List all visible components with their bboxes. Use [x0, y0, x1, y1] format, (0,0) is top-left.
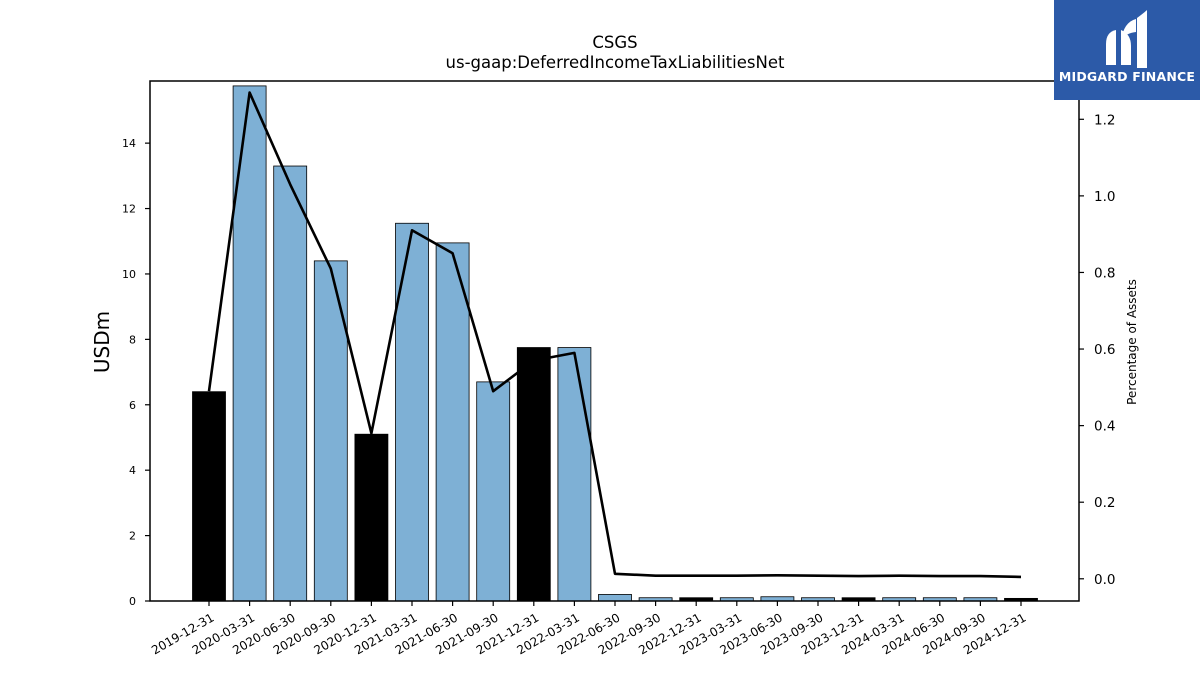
y-tick-label: 14 [122, 137, 136, 150]
y-tick-label: 8 [129, 333, 136, 346]
bar-2022-03-31 [557, 347, 592, 602]
y2-tick-label: 0.0 [1094, 572, 1115, 588]
chart-subtitle: us-gaap:DeferredIncomeTaxLiabilitiesNet [446, 53, 785, 72]
line-series [207, 91, 1022, 579]
y-tick-label: 0 [129, 595, 136, 608]
y-axis-ticks: 0 2 4 6 8 10 12 14 [122, 137, 150, 608]
y-tick-label: 12 [122, 203, 136, 216]
bar-2021-06-30 [435, 242, 470, 602]
y2-axis-ticks: 0.0 0.2 0.4 0.6 0.8 1.0 1.2 [1079, 112, 1115, 588]
chart-title: CSGS [592, 33, 637, 52]
logo-mark-icon [1106, 10, 1147, 68]
y2-tick-label: 0.8 [1094, 265, 1115, 281]
y2-tick-label: 0.6 [1094, 342, 1115, 358]
y2-tick-label: 0.4 [1094, 419, 1115, 435]
brand-logo: MIDGARD FINANCE [1054, 0, 1200, 100]
y2-tick-label: 1.2 [1094, 112, 1115, 128]
x-axis-ticks: 2019-12-312020-03-312020-06-302020-09-30… [149, 601, 1029, 657]
y-tick-label: 10 [122, 268, 136, 281]
y2-tick-label: 1.0 [1094, 189, 1115, 205]
bar-2021-03-31 [395, 222, 429, 602]
bars-group [192, 85, 1038, 602]
bar-2020-06-30 [273, 165, 308, 602]
y-tick-label: 2 [129, 530, 136, 543]
y-tick-label: 6 [129, 399, 136, 412]
bar-2021-12-31 [516, 347, 551, 602]
y2-axis-label: Percentage of Assets [1125, 279, 1139, 405]
bar-2022-06-30 [598, 594, 632, 602]
y-tick-label: 4 [129, 464, 136, 477]
line-group [207, 91, 1022, 579]
bar-2019-12-31 [192, 391, 226, 602]
y-axis-label: USDm [90, 311, 114, 373]
bar-2021-09-30 [476, 381, 511, 602]
bar-2020-12-31 [354, 433, 389, 602]
bar-2020-03-31 [232, 85, 267, 602]
y2-tick-label: 0.2 [1094, 495, 1115, 511]
logo-text: MIDGARD FINANCE [1058, 69, 1196, 84]
